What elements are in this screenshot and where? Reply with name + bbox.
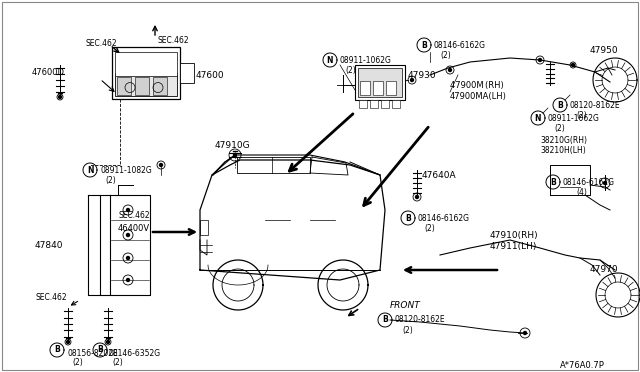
Circle shape [127, 257, 129, 260]
Text: 08146-6162G: 08146-6162G [563, 177, 615, 186]
FancyBboxPatch shape [392, 100, 400, 108]
FancyBboxPatch shape [117, 77, 131, 95]
Circle shape [127, 234, 129, 237]
Text: 47930: 47930 [408, 71, 436, 80]
Text: B: B [550, 177, 556, 186]
Text: (2): (2) [345, 65, 356, 74]
Text: 08156-8202E: 08156-8202E [67, 349, 118, 357]
Text: 38210H(LH): 38210H(LH) [540, 145, 586, 154]
Text: (2): (2) [402, 326, 413, 334]
FancyBboxPatch shape [135, 77, 149, 95]
Circle shape [524, 331, 527, 334]
Text: 08911-1062G: 08911-1062G [340, 55, 392, 64]
Circle shape [106, 340, 109, 343]
Text: 47600D: 47600D [32, 67, 65, 77]
Text: N: N [535, 113, 541, 122]
Circle shape [449, 68, 451, 71]
Text: 47910G: 47910G [215, 141, 251, 150]
Text: SEC.462: SEC.462 [35, 294, 67, 302]
Text: (2): (2) [112, 357, 123, 366]
Text: 47910(RH): 47910(RH) [490, 231, 539, 240]
Text: 47840: 47840 [35, 241, 63, 250]
Text: 08146-6162G: 08146-6162G [418, 214, 470, 222]
Text: B: B [54, 346, 60, 355]
Circle shape [410, 78, 413, 81]
FancyBboxPatch shape [153, 77, 167, 95]
Text: FRONT: FRONT [390, 301, 420, 310]
Circle shape [127, 279, 129, 282]
Text: 47911(LH): 47911(LH) [490, 241, 538, 250]
FancyBboxPatch shape [115, 73, 177, 96]
Text: 46400V: 46400V [118, 224, 150, 232]
Text: B: B [557, 100, 563, 109]
Text: N: N [87, 166, 93, 174]
Text: SEC.462: SEC.462 [158, 35, 189, 45]
FancyBboxPatch shape [115, 52, 177, 76]
FancyBboxPatch shape [386, 81, 396, 95]
Text: 08146-6352G: 08146-6352G [108, 349, 160, 357]
Text: B: B [421, 41, 427, 49]
Text: B: B [405, 214, 411, 222]
Text: 38210G(RH): 38210G(RH) [540, 135, 587, 144]
Text: 08120-8162E: 08120-8162E [570, 100, 621, 109]
Text: (2): (2) [576, 110, 587, 119]
Text: (4): (4) [576, 187, 587, 196]
Text: 47900MA(LH): 47900MA(LH) [450, 92, 507, 100]
Text: 08120-8162E: 08120-8162E [395, 315, 445, 324]
Text: (2): (2) [105, 176, 116, 185]
Text: 08146-6162G: 08146-6162G [434, 41, 486, 49]
FancyBboxPatch shape [370, 100, 378, 108]
Text: N: N [327, 55, 333, 64]
FancyBboxPatch shape [381, 100, 389, 108]
FancyBboxPatch shape [180, 62, 194, 83]
Text: (2): (2) [424, 224, 435, 232]
Text: 08911-1082G: 08911-1082G [100, 166, 152, 174]
Circle shape [604, 182, 607, 185]
Circle shape [127, 208, 129, 212]
FancyBboxPatch shape [112, 47, 180, 99]
FancyBboxPatch shape [355, 65, 405, 100]
Circle shape [58, 96, 61, 99]
Circle shape [415, 196, 419, 199]
Text: B: B [382, 315, 388, 324]
Text: (2): (2) [440, 51, 451, 60]
Text: A*76A0.7P: A*76A0.7P [560, 360, 605, 369]
Text: SEC.462: SEC.462 [85, 38, 116, 48]
Text: 47600: 47600 [196, 71, 225, 80]
FancyBboxPatch shape [358, 68, 402, 97]
Text: B: B [97, 346, 103, 355]
FancyBboxPatch shape [360, 81, 370, 95]
Circle shape [159, 164, 163, 167]
Circle shape [67, 340, 70, 343]
Text: 08911-1062G: 08911-1062G [548, 113, 600, 122]
Text: 47640A: 47640A [422, 170, 456, 180]
Text: 47950: 47950 [590, 45, 619, 55]
Circle shape [538, 58, 541, 61]
Text: (2): (2) [554, 124, 564, 132]
Circle shape [572, 64, 575, 67]
Text: (2): (2) [72, 357, 83, 366]
FancyBboxPatch shape [373, 81, 383, 95]
Circle shape [234, 154, 237, 157]
FancyBboxPatch shape [359, 100, 367, 108]
Text: 47970: 47970 [590, 266, 619, 275]
Text: SEC.462: SEC.462 [118, 211, 150, 219]
Text: 47900M (RH): 47900M (RH) [450, 80, 504, 90]
